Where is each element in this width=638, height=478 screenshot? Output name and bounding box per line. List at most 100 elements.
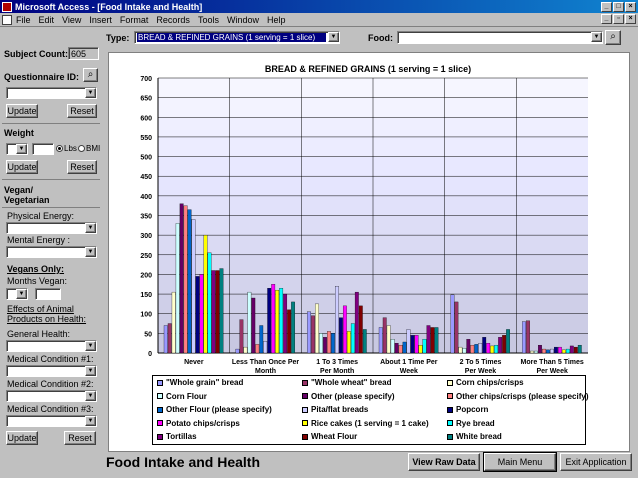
legend-label: Potato chips/crisps [166, 418, 240, 428]
y-tick-label: 250 [140, 253, 152, 260]
legend-entry: White bread [447, 432, 502, 441]
legend-label: Other (please specify) [311, 391, 395, 401]
bmi-radio[interactable] [78, 145, 85, 152]
menu-window[interactable]: Window [226, 14, 259, 25]
health-reset-button[interactable]: Reset [64, 431, 96, 445]
maximize-icon[interactable]: □ [613, 1, 624, 12]
chevron-down-icon[interactable]: ▼ [85, 247, 96, 257]
view-raw-data-button[interactable]: View Raw Data [408, 453, 480, 471]
menu-view[interactable]: View [62, 14, 82, 25]
bar [191, 219, 196, 354]
bar [327, 331, 331, 354]
bar [406, 329, 411, 354]
general-health-combo[interactable]: ▼ [6, 340, 97, 352]
menu-format[interactable]: Format [119, 14, 149, 25]
legend-entry: "Whole grain" bread [157, 378, 243, 387]
menu-insert[interactable]: Insert [89, 14, 112, 25]
chevron-down-icon[interactable]: ▼ [85, 223, 96, 233]
mental-energy-label: Mental Energy : [7, 235, 71, 245]
chevron-down-icon[interactable]: ▼ [85, 88, 96, 98]
doc-minimize-icon[interactable]: _ [601, 14, 612, 24]
bar [243, 346, 248, 354]
bar [215, 270, 220, 354]
bar [450, 294, 455, 354]
bar [199, 274, 204, 354]
bar [430, 327, 435, 354]
menu-file[interactable]: File [16, 14, 31, 25]
questionnaire-combo[interactable]: ▼ [6, 87, 97, 99]
legend-swatch [302, 420, 308, 426]
bar [207, 252, 212, 354]
questionnaire-update-button[interactable]: Update [6, 104, 38, 118]
type-label: Type: [106, 33, 130, 43]
bar [538, 344, 542, 354]
chevron-down-icon[interactable]: ▼ [85, 416, 96, 426]
legend-swatch [157, 420, 163, 426]
vegans-only-label: Vegans Only: [7, 264, 65, 274]
medical2-combo[interactable]: ▼ [6, 390, 97, 402]
weight-input[interactable] [32, 143, 54, 155]
bar [279, 288, 284, 354]
doc-close-icon[interactable]: × [625, 14, 636, 24]
weight-reset-button[interactable]: Reset [67, 160, 97, 174]
chevron-down-icon[interactable]: ▼ [16, 289, 27, 299]
legend-swatch [157, 393, 163, 399]
weight-operator-combo[interactable]: ▼ [6, 143, 28, 155]
bar [502, 335, 507, 354]
bar [398, 344, 403, 354]
weight-update-button[interactable]: Update [6, 160, 38, 174]
lbs-radio[interactable] [56, 145, 63, 152]
main-menu-button[interactable]: Main Menu [483, 452, 557, 472]
health-update-button[interactable]: Update [6, 431, 38, 445]
mental-energy-combo[interactable]: ▼ [6, 246, 97, 258]
medical1-combo[interactable]: ▼ [6, 365, 97, 377]
close-icon[interactable]: × [625, 1, 636, 12]
menu-help[interactable]: Help [266, 14, 286, 25]
x-tick-label: 2 To 5 Times Per Week [460, 359, 502, 375]
y-tick-label: 700 [140, 76, 152, 83]
bar [422, 339, 427, 354]
bar [263, 341, 268, 354]
bmi-label: BMI [86, 144, 101, 153]
bar [542, 348, 546, 354]
doc-restore-icon[interactable]: ▫ [613, 14, 624, 24]
physical-energy-combo[interactable]: ▼ [6, 222, 97, 234]
x-tick-label: Never [184, 359, 204, 366]
legend-entry: Other chips/crisps (please specify) [447, 392, 589, 401]
minimize-icon[interactable]: _ [601, 1, 612, 12]
months-vegan-operator-combo[interactable]: ▼ [6, 288, 28, 300]
chevron-down-icon[interactable]: ▼ [591, 32, 602, 42]
y-tick-label: 300 [140, 233, 152, 240]
y-tick-label: 500 [140, 155, 152, 162]
menu-edit[interactable]: Edit [38, 14, 55, 25]
bar [187, 209, 192, 354]
chevron-down-icon[interactable]: ▼ [85, 341, 96, 351]
bar [490, 345, 495, 354]
questionnaire-reset-button[interactable]: Reset [67, 104, 97, 118]
chevron-down-icon[interactable]: ▼ [16, 144, 27, 154]
questionnaire-search-button[interactable]: ⌕ [83, 68, 98, 82]
exit-application-button[interactable]: Exit Application [560, 453, 632, 471]
chevron-down-icon[interactable]: ▼ [85, 391, 96, 401]
food-combo[interactable]: ▼ [397, 31, 603, 44]
bar [259, 325, 264, 354]
medical1-label: Medical Condition #1: [7, 354, 94, 364]
subject-count-label: Subject Count: [4, 49, 68, 59]
menu-tools[interactable]: Tools [197, 14, 219, 25]
medical3-combo[interactable]: ▼ [6, 415, 97, 427]
bar [530, 350, 534, 354]
chevron-down-icon[interactable]: ▼ [328, 32, 339, 42]
months-vegan-input[interactable] [35, 288, 61, 300]
form-doc-icon[interactable] [2, 14, 12, 25]
legend-label: Pita/flat breads [311, 405, 369, 414]
bar [506, 329, 510, 354]
menu-records[interactable]: Records [156, 14, 190, 25]
chevron-down-icon[interactable]: ▼ [85, 366, 96, 376]
y-tick-label: 350 [140, 214, 152, 221]
food-search-button[interactable]: ⌕ [605, 30, 621, 45]
type-combo[interactable]: BREAD & REFINED GRAINS (1 serving = 1 sl… [134, 31, 340, 44]
bar [331, 333, 335, 354]
bar [426, 325, 431, 354]
bar [565, 348, 570, 354]
bar [378, 327, 383, 354]
